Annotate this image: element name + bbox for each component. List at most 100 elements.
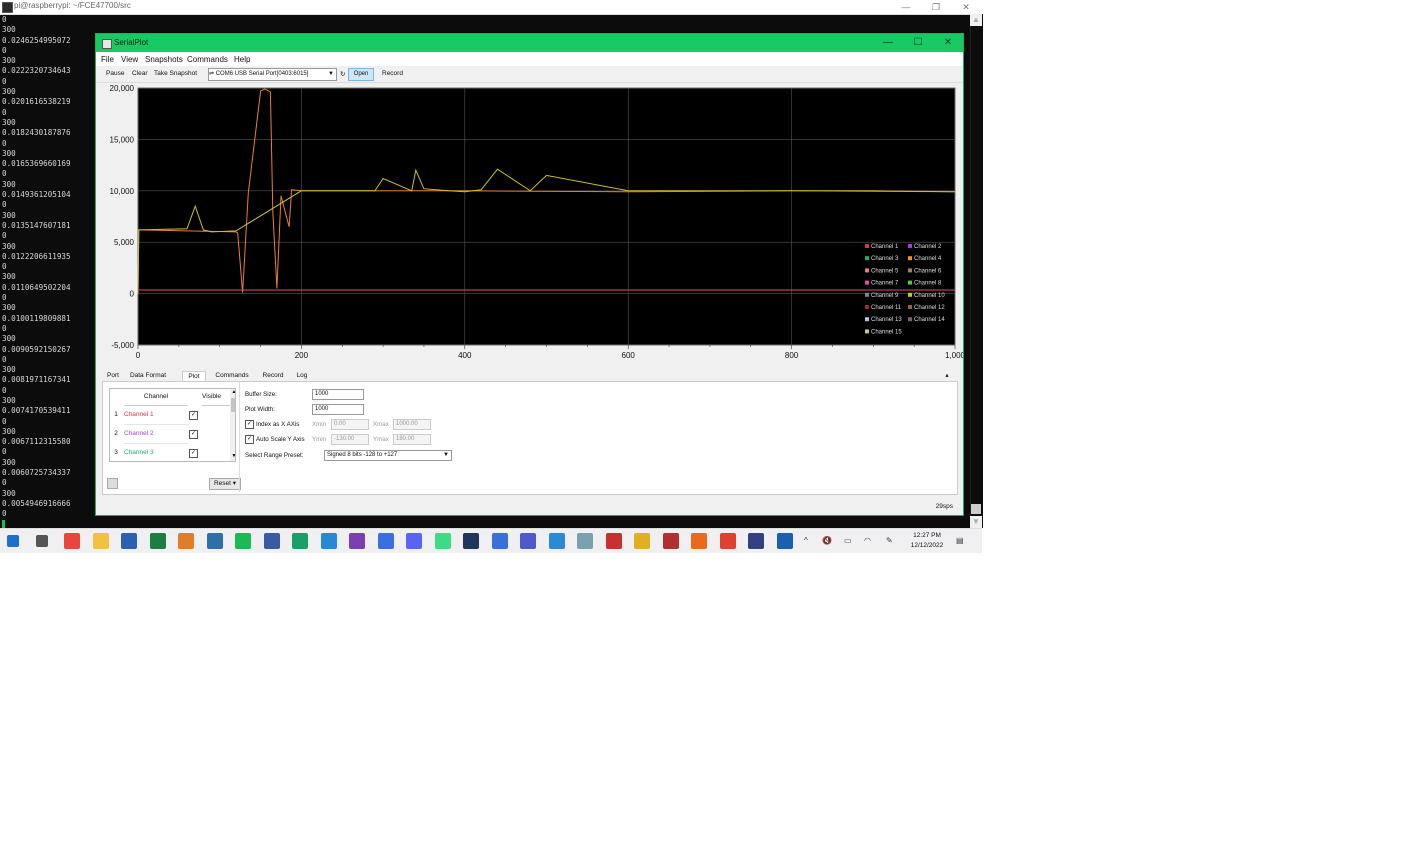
ymax-input[interactable]: 180.00 — [393, 434, 431, 445]
notepad-icon[interactable] — [634, 533, 650, 549]
maximize-button[interactable]: ☐ — [913, 37, 923, 48]
terminal-line: 0.0060725734337 — [2, 468, 71, 478]
xmin-input[interactable]: 0.00 — [331, 419, 369, 430]
calculator-icon[interactable] — [206, 533, 223, 549]
color-picker-icon[interactable] — [107, 478, 118, 489]
tab-data-format[interactable]: Data Format — [129, 372, 167, 379]
xmax-input[interactable]: 1000.00 — [393, 419, 431, 430]
tab-plot[interactable]: Plot — [182, 371, 206, 382]
legend-label: Channel 7 — [871, 281, 899, 287]
port-select[interactable]: ⇌ COM6 USB Serial Port[0403:6015] ▼ — [208, 68, 337, 81]
reset-button[interactable]: Reset ▾ — [209, 478, 241, 490]
ve-icon[interactable] — [776, 533, 793, 549]
channel-visible-checkbox-1[interactable]: ✓ — [189, 411, 198, 420]
chevron-up-icon[interactable]: ^ — [804, 536, 808, 545]
outlook-icon[interactable] — [178, 533, 194, 549]
terminal-line: 0 — [2, 354, 7, 364]
network-tool-icon[interactable] — [263, 533, 280, 549]
open-button[interactable]: Open — [348, 68, 374, 81]
file-explorer-icon[interactable] — [92, 533, 109, 549]
menu-view[interactable]: View — [121, 55, 139, 64]
scroll-down-arrow-icon[interactable]: ▼ — [231, 453, 236, 459]
plot-chart[interactable]: 0 200 400 600 800 1,000 20,000 15,000 10,000 5,00… — [96, 83, 963, 370]
buffer-size-input[interactable]: 1000 — [312, 389, 364, 400]
take-snapshot-button[interactable]: Take Snapshot — [154, 70, 198, 77]
terminal-close-button[interactable]: ✕ — [962, 2, 970, 12]
auto-scale-y-checkbox[interactable]: ✓ — [245, 435, 254, 444]
teams-icon[interactable] — [520, 533, 536, 549]
paint-icon[interactable] — [491, 533, 508, 549]
tab-log[interactable]: Log — [296, 372, 308, 379]
excel-icon[interactable] — [149, 533, 166, 549]
notification-icon[interactable]: ▤ — [956, 536, 964, 545]
tray-clock[interactable]: 12:27 PM 12/12/2022 — [909, 531, 945, 551]
visible-column-header[interactable]: Visible — [202, 389, 230, 406]
terminal-minimize-button[interactable]: — — [901, 2, 911, 12]
terminal-titlebar[interactable]: pi@raspberrypi: ~/FCE47700/src — ❐ ✕ — [0, 0, 982, 15]
messenger-icon[interactable] — [377, 533, 394, 549]
xmin-label: Xmin — [312, 421, 327, 428]
discord-icon[interactable] — [406, 533, 422, 549]
menu-file[interactable]: File — [101, 55, 114, 64]
scroll-down-arrow-icon[interactable]: ▼ — [970, 516, 982, 528]
record-button[interactable]: Record — [382, 70, 403, 77]
tab-commands[interactable]: Commands — [215, 372, 249, 379]
sketch-icon[interactable] — [548, 533, 565, 549]
eclipse-icon[interactable] — [748, 533, 764, 549]
task-view-icon[interactable] — [35, 535, 48, 547]
terminal-scrollbar[interactable] — [970, 14, 983, 528]
chrome-icon[interactable] — [64, 533, 80, 549]
media-icon[interactable] — [719, 533, 736, 549]
expand-icon[interactable]: ▴ — [945, 372, 949, 379]
scroll-up-arrow-icon[interactable]: ▲ — [970, 14, 982, 26]
menu-help[interactable]: Help — [234, 55, 251, 64]
serialplot-titlebar[interactable]: SerialPlot — ☐ ✕ — [96, 34, 963, 52]
plot-canvas[interactable] — [137, 87, 956, 346]
spotify-icon[interactable] — [235, 533, 251, 549]
tab-port[interactable]: Port — [107, 372, 119, 379]
channel-table-vscrollbar[interactable]: ▲ ▼ — [230, 389, 236, 461]
scroll-up-arrow-icon[interactable]: ▲ — [231, 389, 236, 395]
terminal-scroll-thumb[interactable] — [971, 504, 981, 514]
visual-studio-icon[interactable] — [349, 533, 365, 549]
menu-snapshots[interactable]: Snapshots — [145, 55, 183, 64]
index-as-x-checkbox[interactable]: ✓ — [245, 420, 254, 429]
channel-name-1[interactable]: Channel 1 — [124, 406, 188, 425]
git-icon[interactable] — [691, 533, 707, 549]
serialplot-icon[interactable] — [292, 533, 308, 549]
android-icon[interactable] — [434, 533, 451, 549]
oscilloscope-icon[interactable] — [662, 533, 679, 549]
vscode-icon[interactable] — [320, 533, 337, 549]
wifi-icon[interactable]: ◠ — [864, 536, 871, 545]
channel-name-2[interactable]: Channel 2 — [124, 425, 188, 444]
channel-table-scroll-thumb[interactable] — [231, 398, 235, 412]
word-icon[interactable] — [121, 533, 137, 549]
battery-icon[interactable]: ▭ — [844, 536, 852, 545]
tab-record[interactable]: Record — [262, 372, 284, 379]
pause-button[interactable]: Pause — [106, 70, 125, 77]
globe-icon[interactable] — [577, 533, 593, 549]
windows-icon[interactable] — [7, 535, 19, 547]
channel-name-3[interactable]: Channel 3 — [124, 444, 188, 461]
plot-area[interactable]: 0 200 400 600 800 1,000 20,000 15,000 10,000 5,00… — [96, 83, 963, 370]
xmax-label: Xmax — [373, 421, 389, 428]
close-button[interactable]: ✕ — [943, 37, 953, 48]
range-preset-select[interactable]: Signed 8 bits -128 to +127 ▼ — [324, 450, 452, 461]
audacity-icon[interactable] — [463, 533, 479, 549]
plot-width-input[interactable]: 1000 — [312, 404, 364, 415]
channel-column-header[interactable]: Channel — [124, 389, 188, 406]
channel-visible-checkbox-3[interactable]: ✓ — [189, 449, 198, 458]
clear-button[interactable]: Clear — [132, 70, 148, 77]
terminal-restore-button[interactable]: ❐ — [931, 2, 941, 12]
channel-table[interactable]: Channel Visible 1 Channel 1 ✓ 2 Channel 2 ✓ 3 C… — [109, 388, 236, 462]
minimize-button[interactable]: — — [883, 37, 893, 48]
menu-commands[interactable]: Commands — [187, 55, 228, 64]
volume-icon[interactable]: 🔇 — [822, 536, 832, 545]
pen-icon[interactable]: ✎ — [886, 536, 893, 545]
legend-swatch — [908, 280, 912, 285]
ymin-input[interactable]: -130.00 — [331, 434, 369, 445]
photos-icon[interactable] — [605, 533, 622, 549]
serialplot-window: SerialPlot — ☐ ✕ File View Snapshots Com… — [95, 33, 964, 516]
channel-visible-checkbox-2[interactable]: ✓ — [189, 430, 198, 439]
refresh-icon[interactable]: ↻ — [340, 71, 346, 78]
